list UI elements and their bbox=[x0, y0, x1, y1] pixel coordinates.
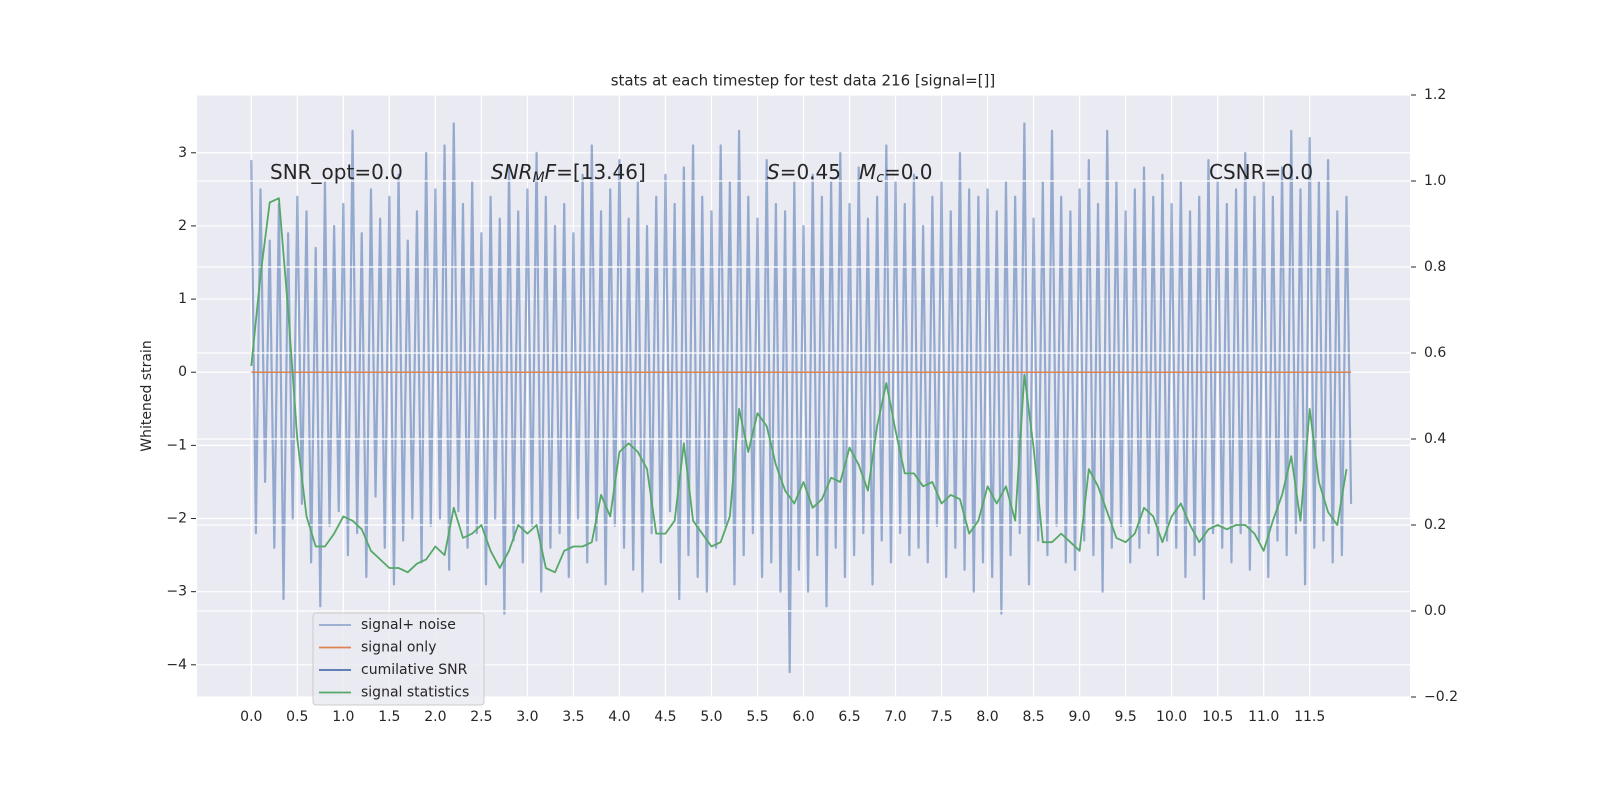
y2-tick-label: 0.2 bbox=[1424, 517, 1446, 533]
x-tick-label: 6.0 bbox=[792, 709, 814, 725]
annotation-part: SNR bbox=[491, 160, 533, 184]
y-tick-label: 0 bbox=[178, 364, 187, 380]
y2-tick-label: 0.0 bbox=[1424, 603, 1446, 619]
y-tick-label: 1 bbox=[178, 291, 187, 307]
x-tick-label: 8.5 bbox=[1022, 709, 1044, 725]
legend-box bbox=[312, 612, 485, 706]
x-tick-label: 10.5 bbox=[1202, 709, 1233, 725]
y2-tick-label: 0.4 bbox=[1424, 431, 1446, 447]
y-axis-label: Whitened strain bbox=[139, 340, 155, 451]
y2-tick-label: 0.6 bbox=[1424, 345, 1446, 361]
legend-label: signal+ noise bbox=[361, 617, 456, 633]
annotation-part: M bbox=[533, 170, 545, 186]
y-tick-label: −3 bbox=[166, 584, 187, 600]
x-tick-label: 4.5 bbox=[654, 709, 676, 725]
x-tick-label: 9.5 bbox=[1114, 709, 1136, 725]
y-tick-label: −1 bbox=[166, 437, 187, 453]
x-tick-label: 1.0 bbox=[332, 709, 354, 725]
y2-tick-label: −0.2 bbox=[1424, 689, 1458, 705]
x-tick-label: 10.0 bbox=[1156, 709, 1187, 725]
annotation-part: CSNR=0.0 bbox=[1209, 160, 1313, 184]
annotation-part: c bbox=[876, 170, 884, 186]
y-tick-label: 2 bbox=[178, 218, 187, 234]
x-tick-label: 2.5 bbox=[470, 709, 492, 725]
legend-label: signal only bbox=[361, 640, 436, 656]
x-tick-label: 8.0 bbox=[976, 709, 998, 725]
x-tick-label: 5.5 bbox=[746, 709, 768, 725]
x-tick-label: 7.5 bbox=[930, 709, 952, 725]
x-tick-label: 11.5 bbox=[1294, 709, 1325, 725]
x-tick-label: 6.5 bbox=[838, 709, 860, 725]
legend-label: cumilative SNR bbox=[361, 662, 468, 678]
annotation-part: =0.0 bbox=[884, 160, 933, 184]
x-tick-label: 11.0 bbox=[1248, 709, 1279, 725]
x-tick-label: 2.0 bbox=[424, 709, 446, 725]
legend-label: signal statistics bbox=[361, 685, 469, 701]
annotation-part: F bbox=[545, 160, 557, 184]
annotation-part: M bbox=[859, 160, 876, 184]
annotation: SNRMF=[13.46] bbox=[491, 160, 646, 187]
x-tick-label: 0.0 bbox=[240, 709, 262, 725]
annotation-part: SNR_opt=0.0 bbox=[270, 160, 403, 184]
x-tick-label: 1.5 bbox=[378, 709, 400, 725]
x-tick-label: 4.0 bbox=[608, 709, 630, 725]
x-tick-label: 3.0 bbox=[516, 709, 538, 725]
annotation-part: =0.45 bbox=[780, 160, 841, 184]
x-tick-label: 5.0 bbox=[700, 709, 722, 725]
annotation: S=0.45 bbox=[767, 160, 841, 184]
annotation-part: =[13.46] bbox=[556, 160, 646, 184]
x-tick-label: 3.5 bbox=[562, 709, 584, 725]
x-tick-label: 0.5 bbox=[286, 709, 308, 725]
series-line bbox=[250, 122, 1353, 674]
y2-tick-label: 0.8 bbox=[1424, 259, 1446, 275]
chart-title: stats at each timestep for test data 216… bbox=[611, 72, 996, 90]
y-tick-label: −4 bbox=[166, 657, 187, 673]
x-tick-label: 7.0 bbox=[884, 709, 906, 725]
annotation: SNR_opt=0.0 bbox=[270, 160, 403, 184]
y2-tick-label: 1.0 bbox=[1424, 173, 1446, 189]
series-line bbox=[250, 197, 1348, 574]
x-tick-label: 9.0 bbox=[1068, 709, 1090, 725]
y-tick-label: −2 bbox=[166, 511, 187, 527]
annotation-part: S bbox=[767, 160, 780, 184]
y-tick-label: 3 bbox=[178, 145, 187, 161]
annotation: Mc=0.0 bbox=[859, 160, 933, 187]
annotation: CSNR=0.0 bbox=[1209, 160, 1313, 184]
y2-tick-label: 1.2 bbox=[1424, 87, 1446, 103]
